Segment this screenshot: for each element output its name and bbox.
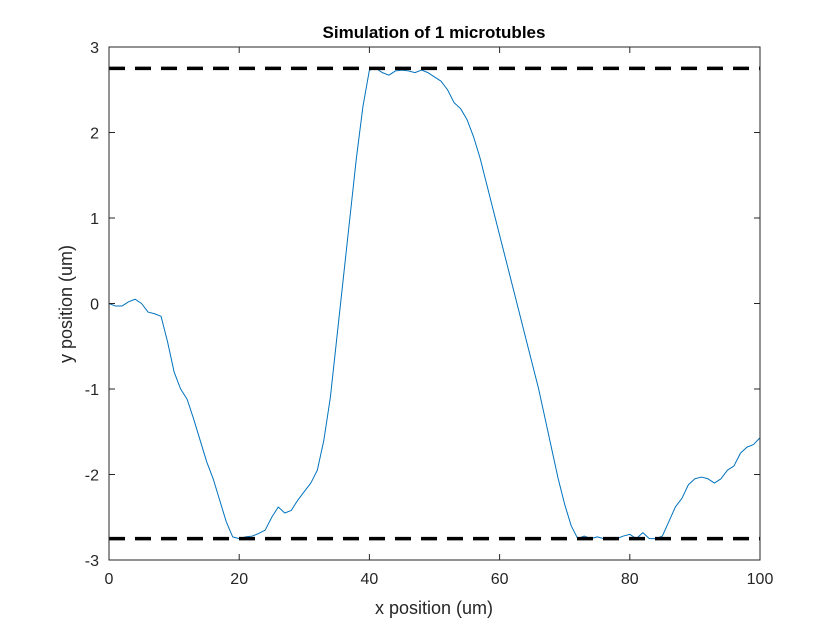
y-tick-label: -3: [85, 553, 99, 570]
trajectory-line: [108, 67, 761, 540]
x-tick-label: 40: [361, 571, 379, 588]
y-tick-label: 2: [90, 126, 99, 143]
y-tick-label: 1: [90, 211, 99, 228]
x-tick-label: 80: [621, 571, 639, 588]
x-axis-label: x position (um): [375, 598, 493, 618]
x-tick-label: 60: [491, 571, 509, 588]
y-tick-label: -2: [85, 468, 99, 485]
chart-title: Simulation of 1 microtubles: [323, 23, 546, 42]
plot-area: [109, 47, 760, 560]
tick-layer: 0 20 40 60 80 100 3 2 1 0 -1 -2 -3: [85, 40, 774, 588]
y-tick-label: 0: [90, 297, 99, 314]
y-tick-label: -1: [85, 382, 99, 399]
x-tick-label: 0: [105, 571, 114, 588]
boundary-layer: [109, 66, 760, 541]
y-tick-label: 3: [90, 40, 99, 57]
x-tick-label: 20: [230, 571, 248, 588]
y-axis-label: y position (um): [56, 245, 76, 363]
x-tick-label: 100: [747, 571, 774, 588]
series-layer: [108, 67, 761, 540]
